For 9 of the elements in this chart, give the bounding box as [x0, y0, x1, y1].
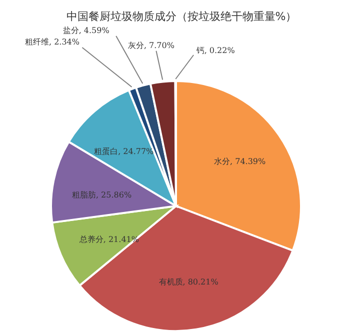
slice-label: 钙, 0.22%: [195, 46, 236, 55]
slice-label: 粗脂肪, 25.86%: [72, 190, 132, 200]
slice-label: 有机质, 80.21%: [158, 277, 219, 286]
slice-label: 粗纤维, 2.34%: [24, 37, 80, 46]
slice-label: 水分, 74.39%: [214, 157, 266, 166]
slice-label: 粗蛋白, 24.77%: [94, 147, 154, 156]
slice-label: 灰分, 7.70%: [128, 40, 175, 50]
slice-label: 盐分, 4.59%: [62, 26, 110, 36]
chart-title: 中国餐厨垃圾物质成分（按垃圾绝干物重量%）: [66, 10, 297, 23]
